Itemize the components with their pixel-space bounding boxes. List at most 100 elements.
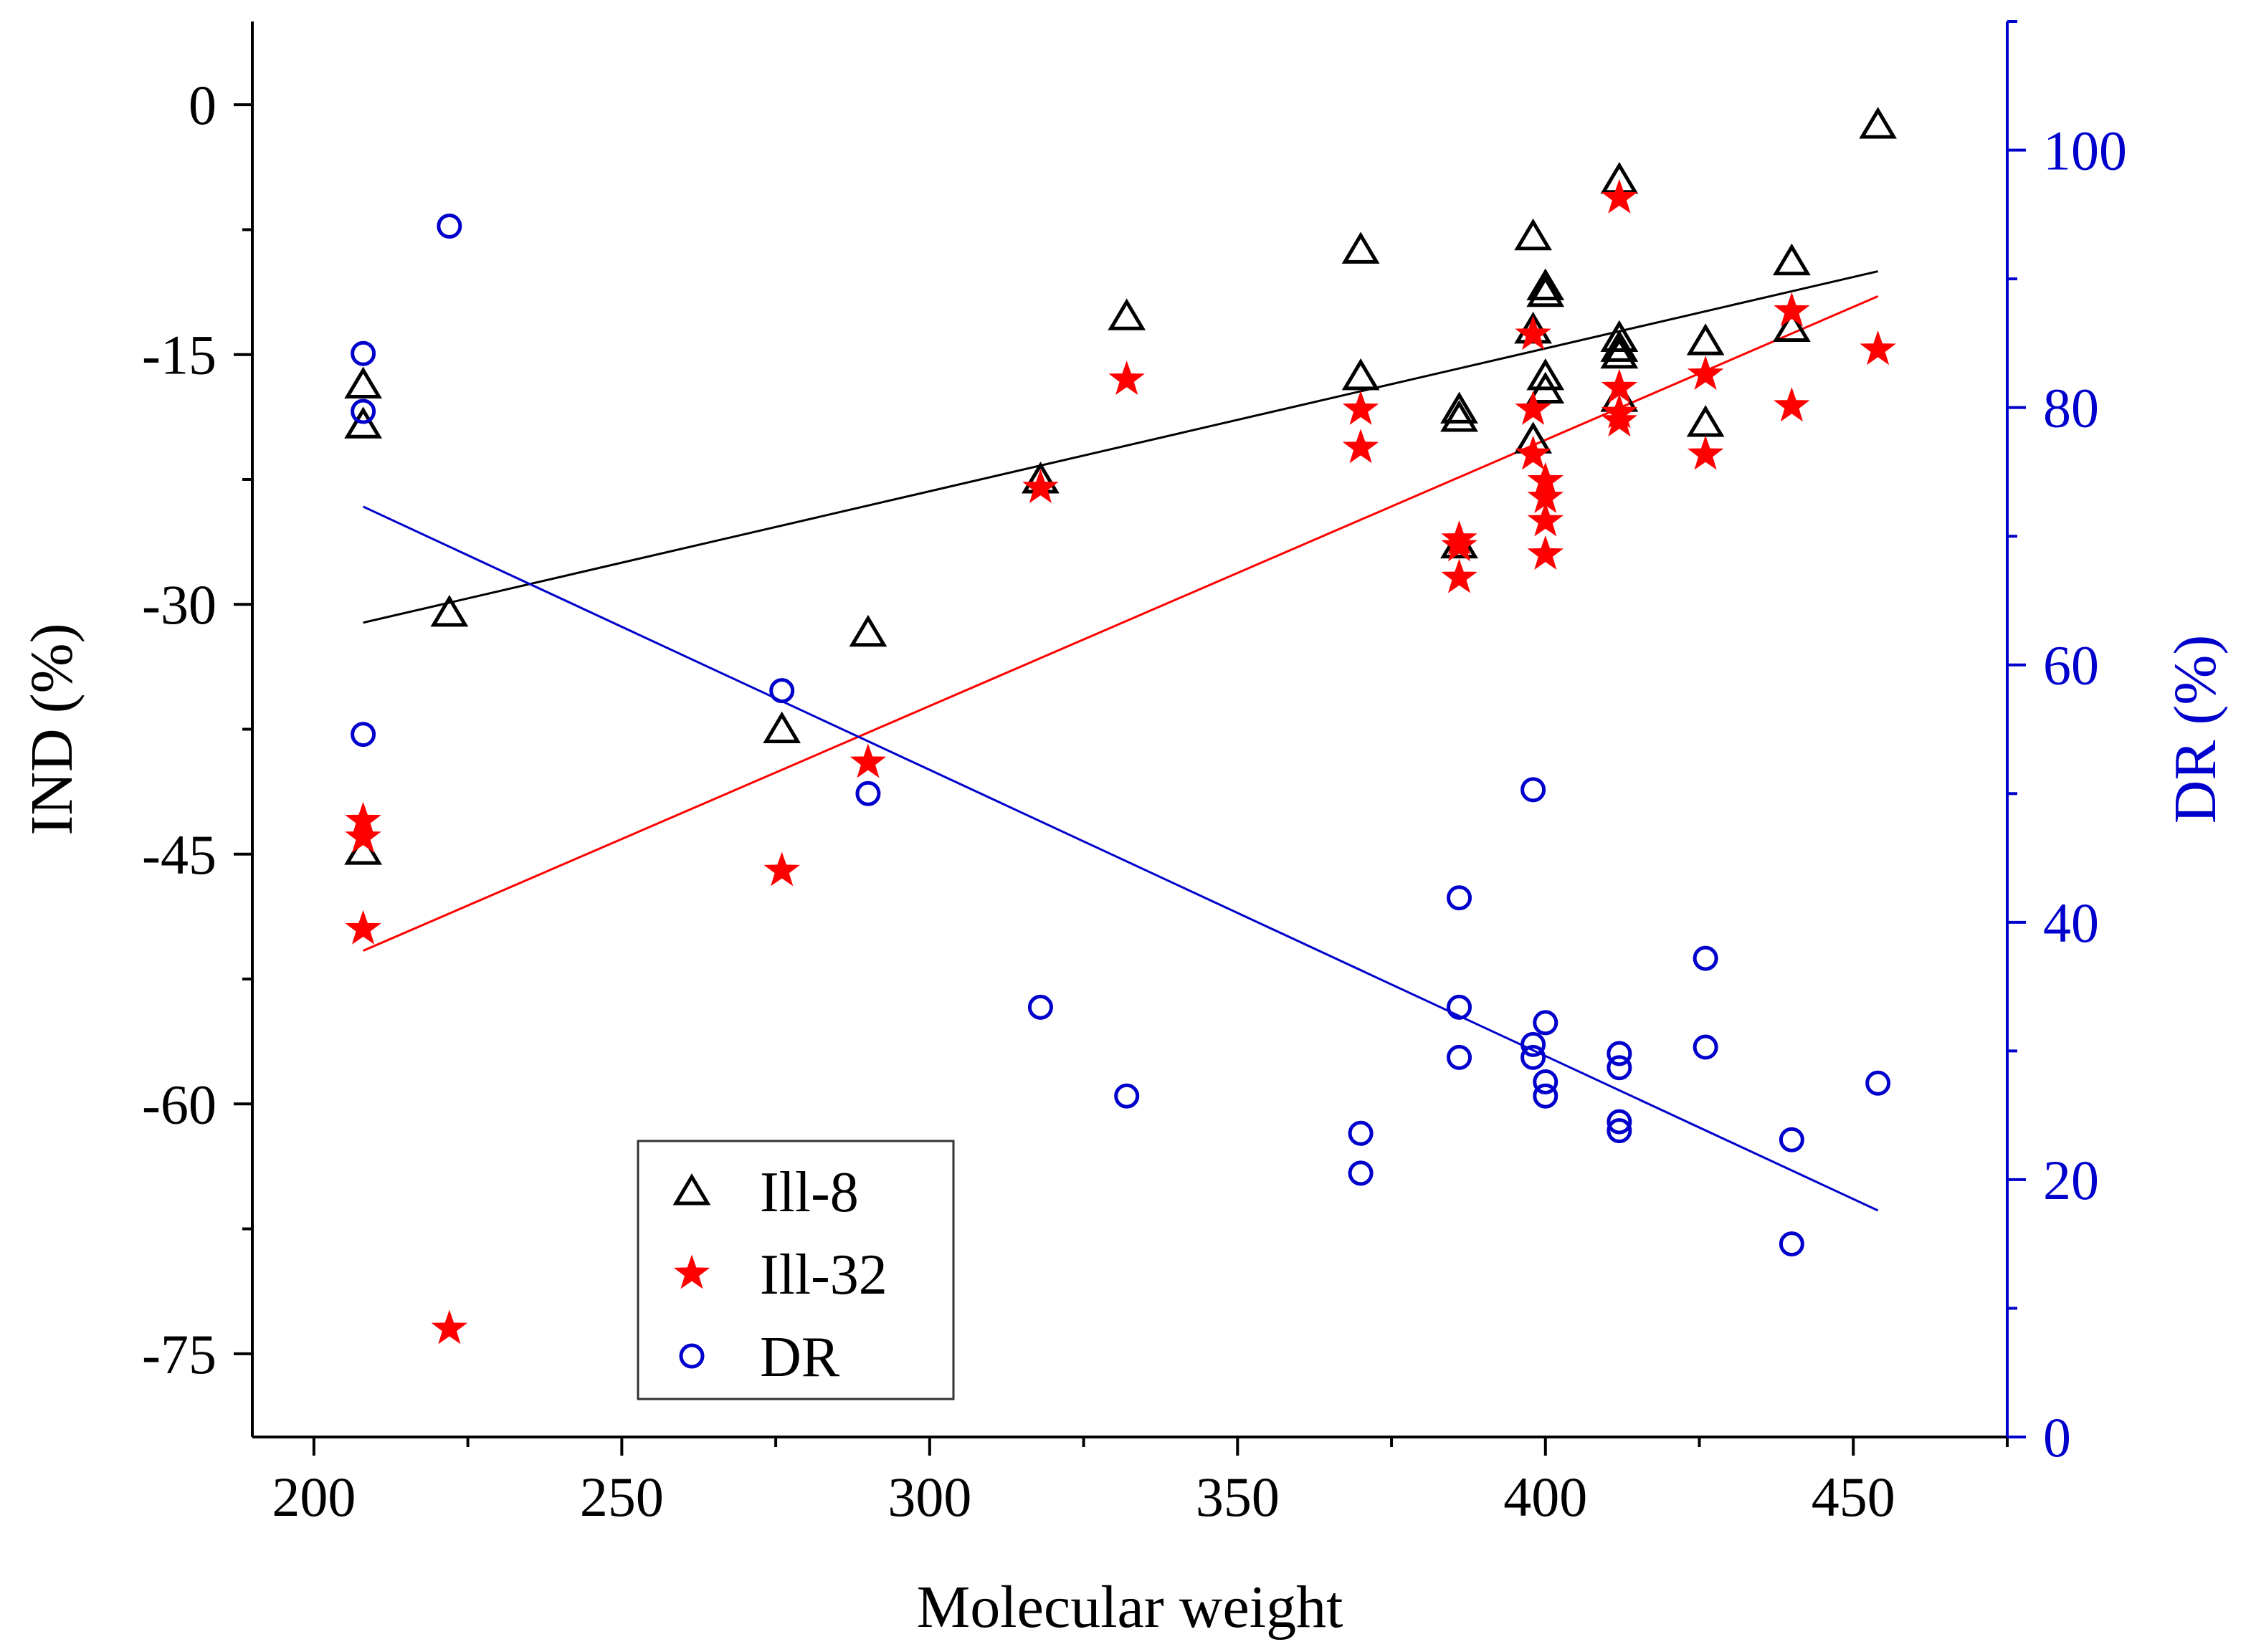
dr-point: [1607, 1118, 1632, 1144]
dr-point: [1607, 1109, 1632, 1135]
trendlines: [362, 270, 1879, 1212]
ill8-point: [1686, 323, 1725, 355]
ill32-point: [1601, 178, 1638, 214]
x-tick-label: 400: [1503, 1466, 1587, 1528]
dr-point: [1520, 777, 1546, 803]
dr-point: [1533, 1010, 1558, 1036]
ill8-point: [430, 594, 469, 627]
legend-label: Ill-8: [760, 1161, 859, 1224]
legend-marker-ill-32: [673, 1254, 710, 1289]
dr-point: [437, 213, 462, 239]
dr-point: [1865, 1070, 1891, 1096]
ill32-point: [1108, 361, 1145, 396]
ill8-point: [344, 366, 383, 399]
trendline-ill-32: [363, 295, 1879, 952]
dr-point: [1447, 1044, 1472, 1070]
ill8-point: [1526, 268, 1565, 300]
dr-point: [1693, 1034, 1718, 1060]
dr-point: [1447, 885, 1472, 911]
dr-point: [769, 678, 795, 704]
ill8-point: [1772, 243, 1811, 276]
ill32-point: [1515, 435, 1551, 470]
data-points: [344, 107, 1898, 1345]
y-left-tick-label: -45: [142, 823, 216, 886]
dr-point: [1114, 1083, 1140, 1109]
x-tick-label: 250: [580, 1466, 664, 1528]
ill32-point: [1515, 390, 1551, 425]
legend-label: Ill-32: [760, 1243, 887, 1307]
ill8-point: [1108, 298, 1146, 330]
ill32-point: [1687, 435, 1724, 470]
ill8-point: [1600, 320, 1639, 352]
ill32-point: [1601, 402, 1638, 437]
ill8-point: [1600, 336, 1639, 369]
ill32-point: [763, 851, 800, 887]
dr-point: [1779, 1127, 1804, 1152]
trendline-dr: [362, 505, 1879, 1212]
dr-point: [855, 780, 881, 806]
legend: Ill-8 Ill-32 DR: [637, 1140, 955, 1400]
y-right-tick-label: 40: [2043, 892, 2099, 954]
y-left-tick-label: -75: [142, 1323, 216, 1385]
ill8-point: [1859, 107, 1898, 139]
dr-point: [1348, 1120, 1374, 1146]
ill32-point: [1527, 535, 1564, 570]
ill8-point: [849, 614, 887, 647]
y-left-axis-title: IND (%): [19, 623, 85, 835]
ill32-point: [849, 743, 887, 778]
x-tick-label: 450: [1812, 1466, 1895, 1528]
ill8-point: [1686, 405, 1725, 437]
x-tick-label: 350: [1196, 1466, 1280, 1528]
ill32-point: [1342, 390, 1379, 425]
ill32-point: [1860, 330, 1896, 366]
ill32-point: [431, 1309, 468, 1345]
legend-marker-dr: [679, 1343, 705, 1369]
ill8-point: [763, 711, 801, 743]
x-axis-title: Molecular weight: [917, 1574, 1343, 1641]
dr-point: [1447, 994, 1472, 1020]
x-tick-label: 200: [272, 1466, 356, 1528]
y-left-tick-label: -30: [142, 573, 216, 636]
ill8-point: [344, 406, 383, 439]
ill32-point: [1342, 429, 1379, 464]
axis-labels: Molecular weight IND (%) DR (%): [19, 623, 2229, 1641]
ill8-point: [1341, 231, 1380, 264]
ill8-point: [1772, 310, 1811, 343]
ill8-point: [1600, 330, 1639, 362]
ill8-point: [1526, 358, 1565, 391]
dr-point: [351, 340, 376, 366]
dr-point: [1533, 1083, 1558, 1109]
y-right-tick-label: 0: [2043, 1406, 2071, 1469]
dr-point: [1533, 1069, 1558, 1094]
dr-point: [1520, 1044, 1546, 1070]
ill32-point: [1441, 527, 1477, 562]
legend-label: DR: [760, 1326, 840, 1389]
legend-marker-ill-8: [672, 1173, 711, 1205]
y-right-tick-label: 100: [2043, 120, 2127, 182]
dr-point: [1693, 945, 1718, 971]
y-left-tick-label: -15: [142, 324, 216, 386]
ill8-point: [1526, 371, 1565, 404]
dr-point: [351, 398, 376, 424]
ill32-point: [1527, 502, 1564, 537]
y-left-tick-label: 0: [189, 74, 216, 136]
ill8-point: [1440, 400, 1478, 432]
dr-point: [1027, 994, 1053, 1020]
y-left-tick-label: -60: [142, 1073, 216, 1135]
dr-point: [1779, 1231, 1804, 1257]
ill32-point: [345, 909, 381, 945]
ill32-point: [1774, 387, 1810, 422]
dr-point: [1520, 1031, 1546, 1057]
ill32-point: [1515, 315, 1551, 350]
x-tick-label: 300: [887, 1466, 971, 1528]
dr-point: [1607, 1055, 1632, 1081]
ill8-point: [1526, 274, 1565, 307]
ill8-point: [1514, 218, 1553, 251]
trendline-ill-8: [363, 270, 1878, 624]
dr-point: [1348, 1160, 1374, 1186]
ill32-point: [345, 818, 381, 854]
y-right-tick-label: 20: [2043, 1149, 2099, 1211]
ill32-point: [1774, 292, 1810, 327]
